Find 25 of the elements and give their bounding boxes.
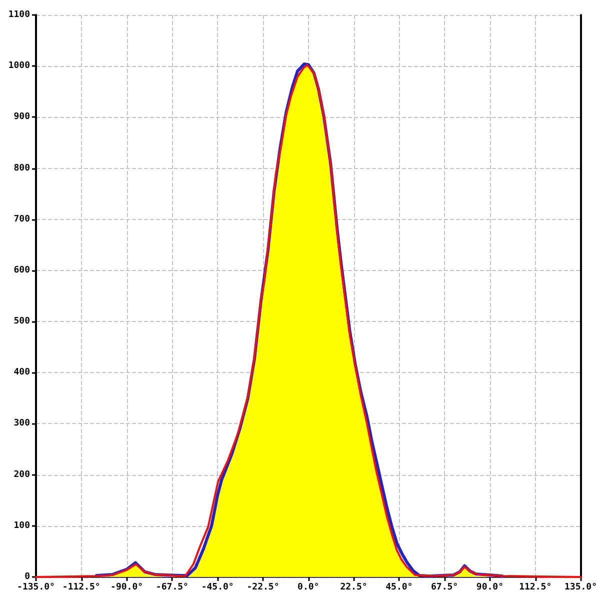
x-tick-label: -112.5° [62, 582, 100, 592]
y-tick-label: 800 [14, 163, 30, 174]
x-tick-label: 45.0° [386, 582, 413, 592]
y-tick-label: 1100 [8, 10, 30, 20]
x-tick-label: -22.5° [246, 582, 280, 592]
y-tick-label: 0 [24, 572, 30, 582]
y-tick-label: 400 [14, 368, 30, 378]
x-tick-label: -90.0° [110, 582, 144, 592]
y-tick-label: 200 [14, 470, 30, 480]
y-tick-label: 500 [14, 316, 30, 327]
x-tick-label: -45.0° [201, 582, 234, 592]
x-tick-label: 90.0° [476, 582, 504, 592]
x-tick-label: -135.0° [17, 582, 55, 592]
y-tick-label: 300 [14, 418, 30, 429]
y-tick-label: 100 [14, 520, 30, 531]
x-tick-label: 0.0° [298, 582, 320, 592]
y-tick-label: 1000 [8, 61, 30, 72]
x-tick-label: 22.5° [340, 582, 368, 592]
y-tick-label: 700 [14, 214, 30, 224]
x-tick-label: 112.5° [519, 582, 552, 592]
x-tick-label: 67.5° [431, 582, 458, 592]
x-tick-label: -67.5° [156, 582, 188, 592]
y-tick-label: 600 [14, 265, 30, 276]
y-tick-label: 900 [14, 112, 30, 122]
x-tick-label: 135.0° [564, 582, 597, 592]
